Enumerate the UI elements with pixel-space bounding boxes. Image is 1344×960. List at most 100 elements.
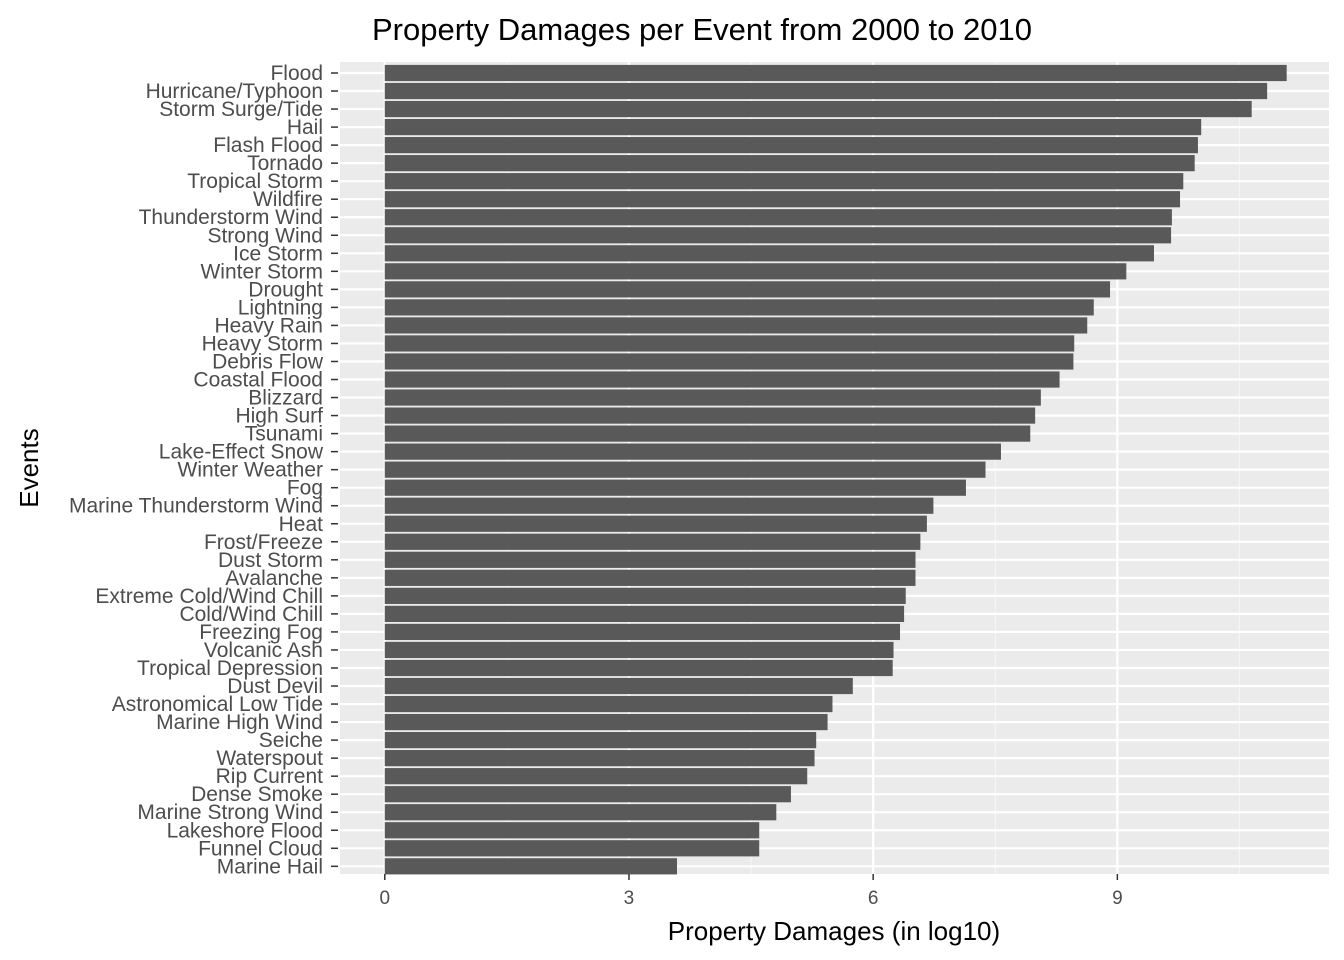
bar [384,822,760,839]
category-label: Drought [248,278,323,301]
bar [384,245,1154,262]
bar [384,677,853,695]
bar [384,695,833,713]
category-label: Astronomical Low Tide [112,693,323,716]
chart-title: Property Damages per Event from 2000 to … [372,12,1032,47]
category-label: Frost/Freeze [204,531,323,554]
category-label: Freezing Fog [199,621,323,644]
bar [384,497,934,514]
category-label: Heavy Rain [214,314,323,337]
bar [384,768,808,785]
bar [384,100,1252,118]
bar [384,425,1031,442]
bar [384,263,1127,280]
x-axis-title: Property Damages (in log10) [668,916,1000,946]
category-label: Heat [279,513,324,536]
category-label: Dense Smoke [191,783,323,806]
bar [384,587,906,604]
bar [384,659,893,677]
bar [384,227,1172,244]
x-tick-label: 3 [624,888,635,909]
category-label: Storm Surge/Tide [159,98,323,121]
bar [384,191,1181,208]
category-label: Tornado [247,152,323,175]
category-label: Tropical Depression [137,657,323,680]
bar [384,515,927,532]
x-tick-label: 0 [379,888,390,909]
category-label: Flood [270,62,323,85]
category-label: Marine Hail [217,855,323,878]
category-label: Heavy Storm [202,332,323,355]
bar [384,569,916,586]
bar [384,641,894,659]
bar [384,461,986,478]
category-label: Marine Strong Wind [137,801,323,824]
category-label: Seiche [259,729,323,752]
bar [384,281,1111,298]
bar [384,443,1001,460]
bar [384,155,1195,172]
category-label: Tsunami [245,423,323,446]
bar [384,551,916,568]
x-tick-label: 9 [1112,888,1123,909]
category-label: Winter Storm [200,260,323,283]
bar [384,605,905,622]
bar [384,209,1172,226]
category-label: Hail [287,116,323,139]
bar [384,389,1041,406]
category-label: Marine High Wind [156,711,323,734]
bar [384,804,777,821]
category-label: Wildfire [253,188,323,211]
bar [384,623,901,641]
bar [384,317,1088,334]
category-label: Marine Thunderstorm Wind [69,495,323,518]
bar [384,299,1094,316]
category-label: Ice Storm [233,242,323,265]
bar [384,137,1198,154]
bar [384,335,1075,352]
x-axis-ticks: 0 3 6 9 [379,874,1123,909]
category-label: High Surf [235,405,323,428]
category-label: Strong Wind [207,224,323,247]
category-label: Coastal Flood [193,369,323,392]
bar [384,82,1268,100]
category-label: Flash Flood [213,134,323,157]
bar [384,118,1202,136]
category-label: Fog [287,477,323,500]
bar [384,786,791,803]
bar [384,732,817,749]
bar [384,858,677,875]
category-label: Lakeshore Flood [167,819,323,842]
category-label: Hurricane/Typhoon [146,80,323,103]
category-label: Waterspout [216,747,323,770]
bar [384,750,815,767]
bar [384,840,760,857]
category-label: Rip Current [216,765,324,788]
bar [384,64,1287,82]
category-label: Tropical Storm [187,170,323,193]
category-label: Dust Storm [218,549,323,572]
category-label: Lightning [238,296,323,319]
bar [384,713,828,731]
bar [384,353,1074,370]
bar [384,173,1184,190]
category-label: Debris Flow [212,350,324,373]
y-axis-title: Events [14,428,44,508]
category-label: Lake-Effect Snow [159,441,324,464]
category-label: Funnel Cloud [198,837,323,860]
category-label: Thunderstorm Wind [139,206,323,229]
category-label: Volcanic Ash [204,639,323,662]
category-label: Blizzard [248,387,323,410]
bar [384,407,1036,424]
category-label: Dust Devil [227,675,323,698]
bar [384,533,921,550]
x-tick-label: 6 [868,888,879,909]
bars [384,64,1287,875]
category-label: Extreme Cold/Wind Chill [95,585,323,608]
category-label: Cold/Wind Chill [179,603,323,626]
bar [384,371,1060,388]
category-label: Avalanche [225,567,323,590]
category-label: Winter Weather [178,459,324,482]
